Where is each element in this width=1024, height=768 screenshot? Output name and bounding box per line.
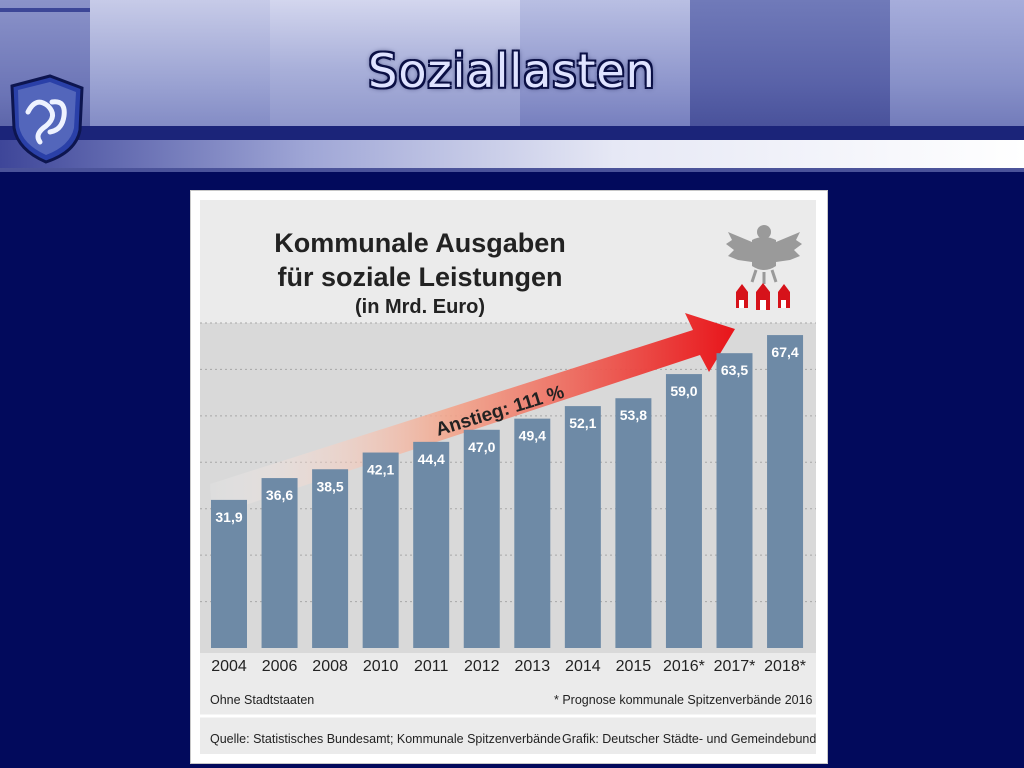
chart-title: Kommunale Ausgaben für soziale Leistunge… xyxy=(270,226,570,320)
value-label: 67,4 xyxy=(771,344,798,360)
category-label: 2015 xyxy=(616,658,652,675)
header-photo xyxy=(270,0,520,140)
category-label: 2012 xyxy=(464,658,500,675)
header-photo xyxy=(890,0,1024,140)
category-label: 2018* xyxy=(764,658,806,675)
bar xyxy=(362,452,399,648)
chart-subtitle: (in Mrd. Euro) xyxy=(355,296,485,318)
category-label: 2013 xyxy=(515,658,551,675)
trend-arrow xyxy=(210,313,735,516)
source-left: Quelle: Statistisches Bundesamt; Kommuna… xyxy=(210,732,561,746)
header-strip xyxy=(0,126,1024,140)
bar xyxy=(261,478,298,648)
category-label: 2017* xyxy=(714,658,756,675)
value-label: 47,0 xyxy=(468,439,495,455)
category-label: 2008 xyxy=(312,658,348,675)
value-label: 63,5 xyxy=(721,362,748,378)
bar xyxy=(514,418,551,648)
bar xyxy=(413,441,450,648)
category-label: 2016* xyxy=(663,658,705,675)
chart-title-line-1: Kommunale Ausgaben xyxy=(274,228,566,258)
town-houses-icon xyxy=(736,283,790,310)
bar xyxy=(665,374,702,648)
bar xyxy=(312,469,349,648)
source-right: Grafik: Deutscher Städte- und Gemeindebu… xyxy=(562,732,817,746)
value-label: 38,5 xyxy=(316,478,343,494)
note-right: * Prognose kommunale Spitzenverbände 201… xyxy=(554,693,813,707)
header-banner xyxy=(0,0,1024,172)
chart-title-line-2: für soziale Leistungen xyxy=(277,262,563,292)
header-photo xyxy=(90,0,270,140)
plot-area xyxy=(200,323,816,653)
bar xyxy=(564,406,601,648)
header-photo xyxy=(520,0,690,140)
bar xyxy=(767,335,804,648)
value-label: 31,9 xyxy=(215,509,242,525)
category-label: 2011 xyxy=(414,658,449,675)
value-label: 53,8 xyxy=(620,407,647,423)
federal-eagle-icon xyxy=(726,225,802,284)
header-strip xyxy=(0,140,1024,168)
value-label: 44,4 xyxy=(418,451,445,467)
bar xyxy=(463,429,500,648)
bar xyxy=(716,353,753,648)
value-label: 59,0 xyxy=(670,383,697,399)
category-label: 2010 xyxy=(363,658,399,675)
value-label: 42,1 xyxy=(367,462,394,478)
value-label: 36,6 xyxy=(266,487,293,503)
page-title: Soziallasten xyxy=(368,44,656,98)
category-label: 2006 xyxy=(262,658,298,675)
value-label: 52,1 xyxy=(569,415,596,431)
city-crest-icon xyxy=(10,74,84,164)
bar xyxy=(211,499,247,648)
header-photo xyxy=(690,0,890,140)
note-left: Ohne Stadtstaaten xyxy=(210,693,315,707)
bar xyxy=(615,398,652,648)
category-label: 2004 xyxy=(211,658,247,675)
category-label: 2014 xyxy=(565,658,601,675)
value-label: 49,4 xyxy=(519,428,546,444)
